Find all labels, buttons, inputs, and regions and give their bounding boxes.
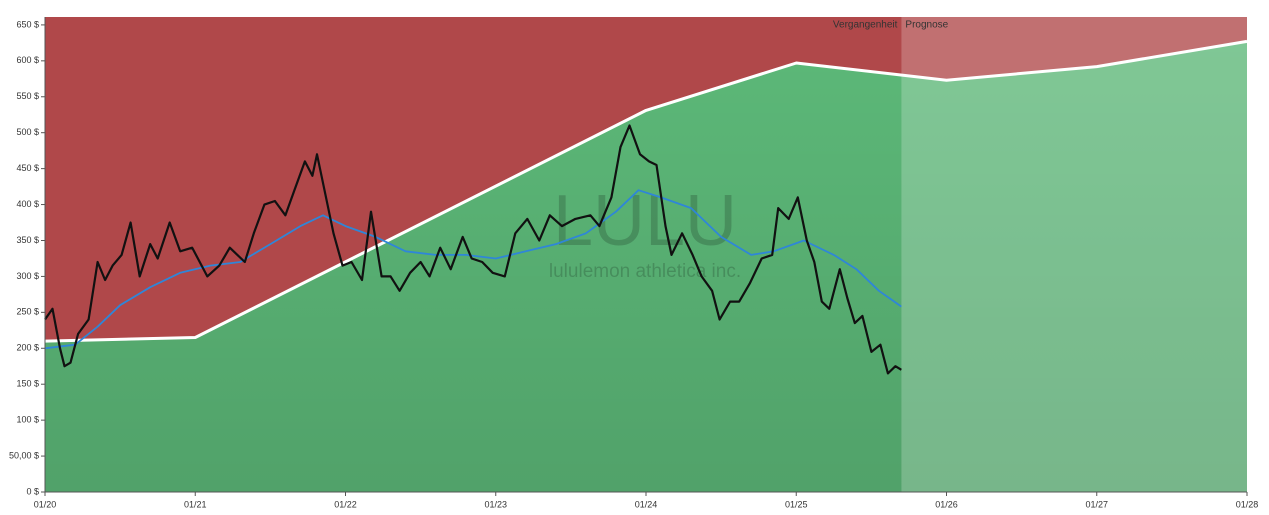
above-area: [45, 17, 1247, 342]
x-tick-label: 01/20: [34, 499, 57, 509]
forecast-overlay: [901, 17, 1247, 492]
y-tick-label: 200 $: [16, 343, 39, 353]
y-tick-label: 450 $: [16, 163, 39, 173]
x-tick-label: 01/23: [484, 499, 507, 509]
y-tick-label: 300 $: [16, 271, 39, 281]
y-tick-label: 250 $: [16, 307, 39, 317]
x-tick-label: 01/22: [334, 499, 357, 509]
y-tick-label: 600 $: [16, 55, 39, 65]
y-tick-label: 550 $: [16, 91, 39, 101]
below-area-shade: [45, 41, 1247, 493]
x-tick-label: 01/25: [785, 499, 808, 509]
past-label: Vergangenheit: [833, 20, 898, 31]
x-tick-label: 01/27: [1085, 499, 1108, 509]
x-tick-label: 01/24: [635, 499, 658, 509]
y-tick-label: 150 $: [16, 379, 39, 389]
y-tick-label: 50,00 $: [9, 450, 39, 460]
line-series: [44, 189, 902, 350]
x-tick-label: 01/26: [935, 499, 958, 509]
y-tick-label: 400 $: [16, 199, 39, 209]
line-series: [44, 124, 902, 375]
y-tick-label: 500 $: [16, 127, 39, 137]
watermark: LULU: [553, 181, 737, 261]
y-tick-label: 100 $: [16, 415, 39, 425]
forecast-label: Prognose: [905, 20, 948, 31]
y-tick-label: 650 $: [16, 19, 39, 29]
x-tick-label: 01/28: [1236, 499, 1259, 509]
x-tick-label: 01/21: [184, 499, 207, 509]
y-tick-label: 0 $: [26, 486, 39, 496]
watermark-subtitle: lululemon athletica inc.: [549, 261, 741, 282]
line-series: [44, 39, 1248, 343]
y-tick-label: 350 $: [16, 235, 39, 245]
